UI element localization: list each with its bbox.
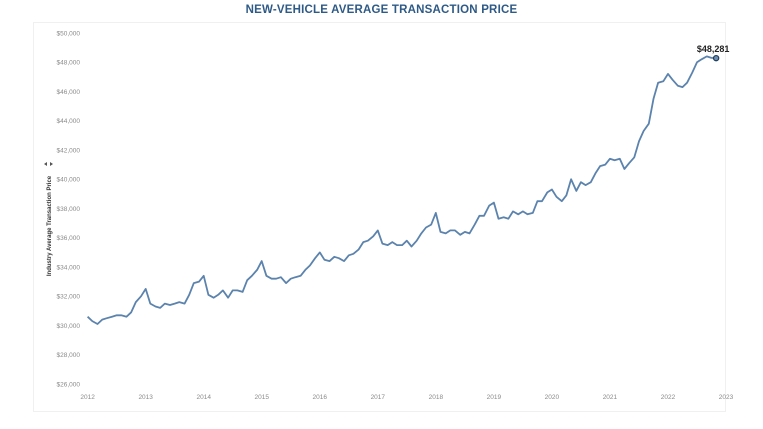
x-tick-label: 2014	[196, 394, 211, 401]
sort-icon[interactable]	[44, 162, 53, 166]
chart-frame	[33, 22, 726, 412]
y-tick-label: $44,000	[57, 118, 81, 125]
y-tick-label: $38,000	[57, 206, 81, 213]
x-tick-label: 2019	[487, 394, 502, 401]
y-axis-title: Industry Average Transaction Price	[47, 175, 53, 276]
x-tick-label: 2023	[719, 394, 734, 401]
x-tick-label: 2020	[545, 394, 560, 401]
y-tick-label: $42,000	[57, 147, 81, 154]
x-tick-label: 2012	[80, 394, 95, 401]
end-value-label: $48,281	[697, 44, 730, 54]
chart-title: NEW-VEHICLE AVERAGE TRANSACTION PRICE	[245, 4, 518, 16]
y-tick-label: $34,000	[57, 264, 81, 271]
y-tick-label: $46,000	[57, 89, 81, 96]
y-tick-label: $26,000	[57, 381, 81, 388]
x-tick-label: 2017	[371, 394, 386, 401]
x-tick-label: 2013	[138, 394, 153, 401]
x-tick-label: 2022	[661, 394, 676, 401]
y-tick-label: $48,000	[57, 60, 81, 67]
y-tick-label: $28,000	[57, 352, 81, 359]
x-tick-label: 2018	[429, 394, 444, 401]
y-tick-label: $40,000	[57, 177, 81, 184]
y-tick-label: $36,000	[57, 235, 81, 242]
y-tick-label: $50,000	[57, 30, 81, 37]
x-axis: 2012 2013 2014 2015 2016 2017 2018 2019 2020 2021…	[80, 394, 733, 401]
y-tick-label: $32,000	[57, 294, 81, 301]
x-tick-label: 2016	[313, 394, 328, 401]
end-point-marker[interactable]	[712, 54, 720, 62]
y-tick-label: $30,000	[57, 323, 81, 330]
y-axis: $26,000 $28,000 $30,000 $32,000 $34,000 $36,0…	[57, 30, 81, 388]
x-tick-label: 2021	[603, 394, 618, 401]
series-line	[86, 55, 717, 325]
y-axis-title-group: Industry Average Transaction Price	[44, 162, 53, 276]
x-tick-label: 2015	[255, 394, 270, 401]
